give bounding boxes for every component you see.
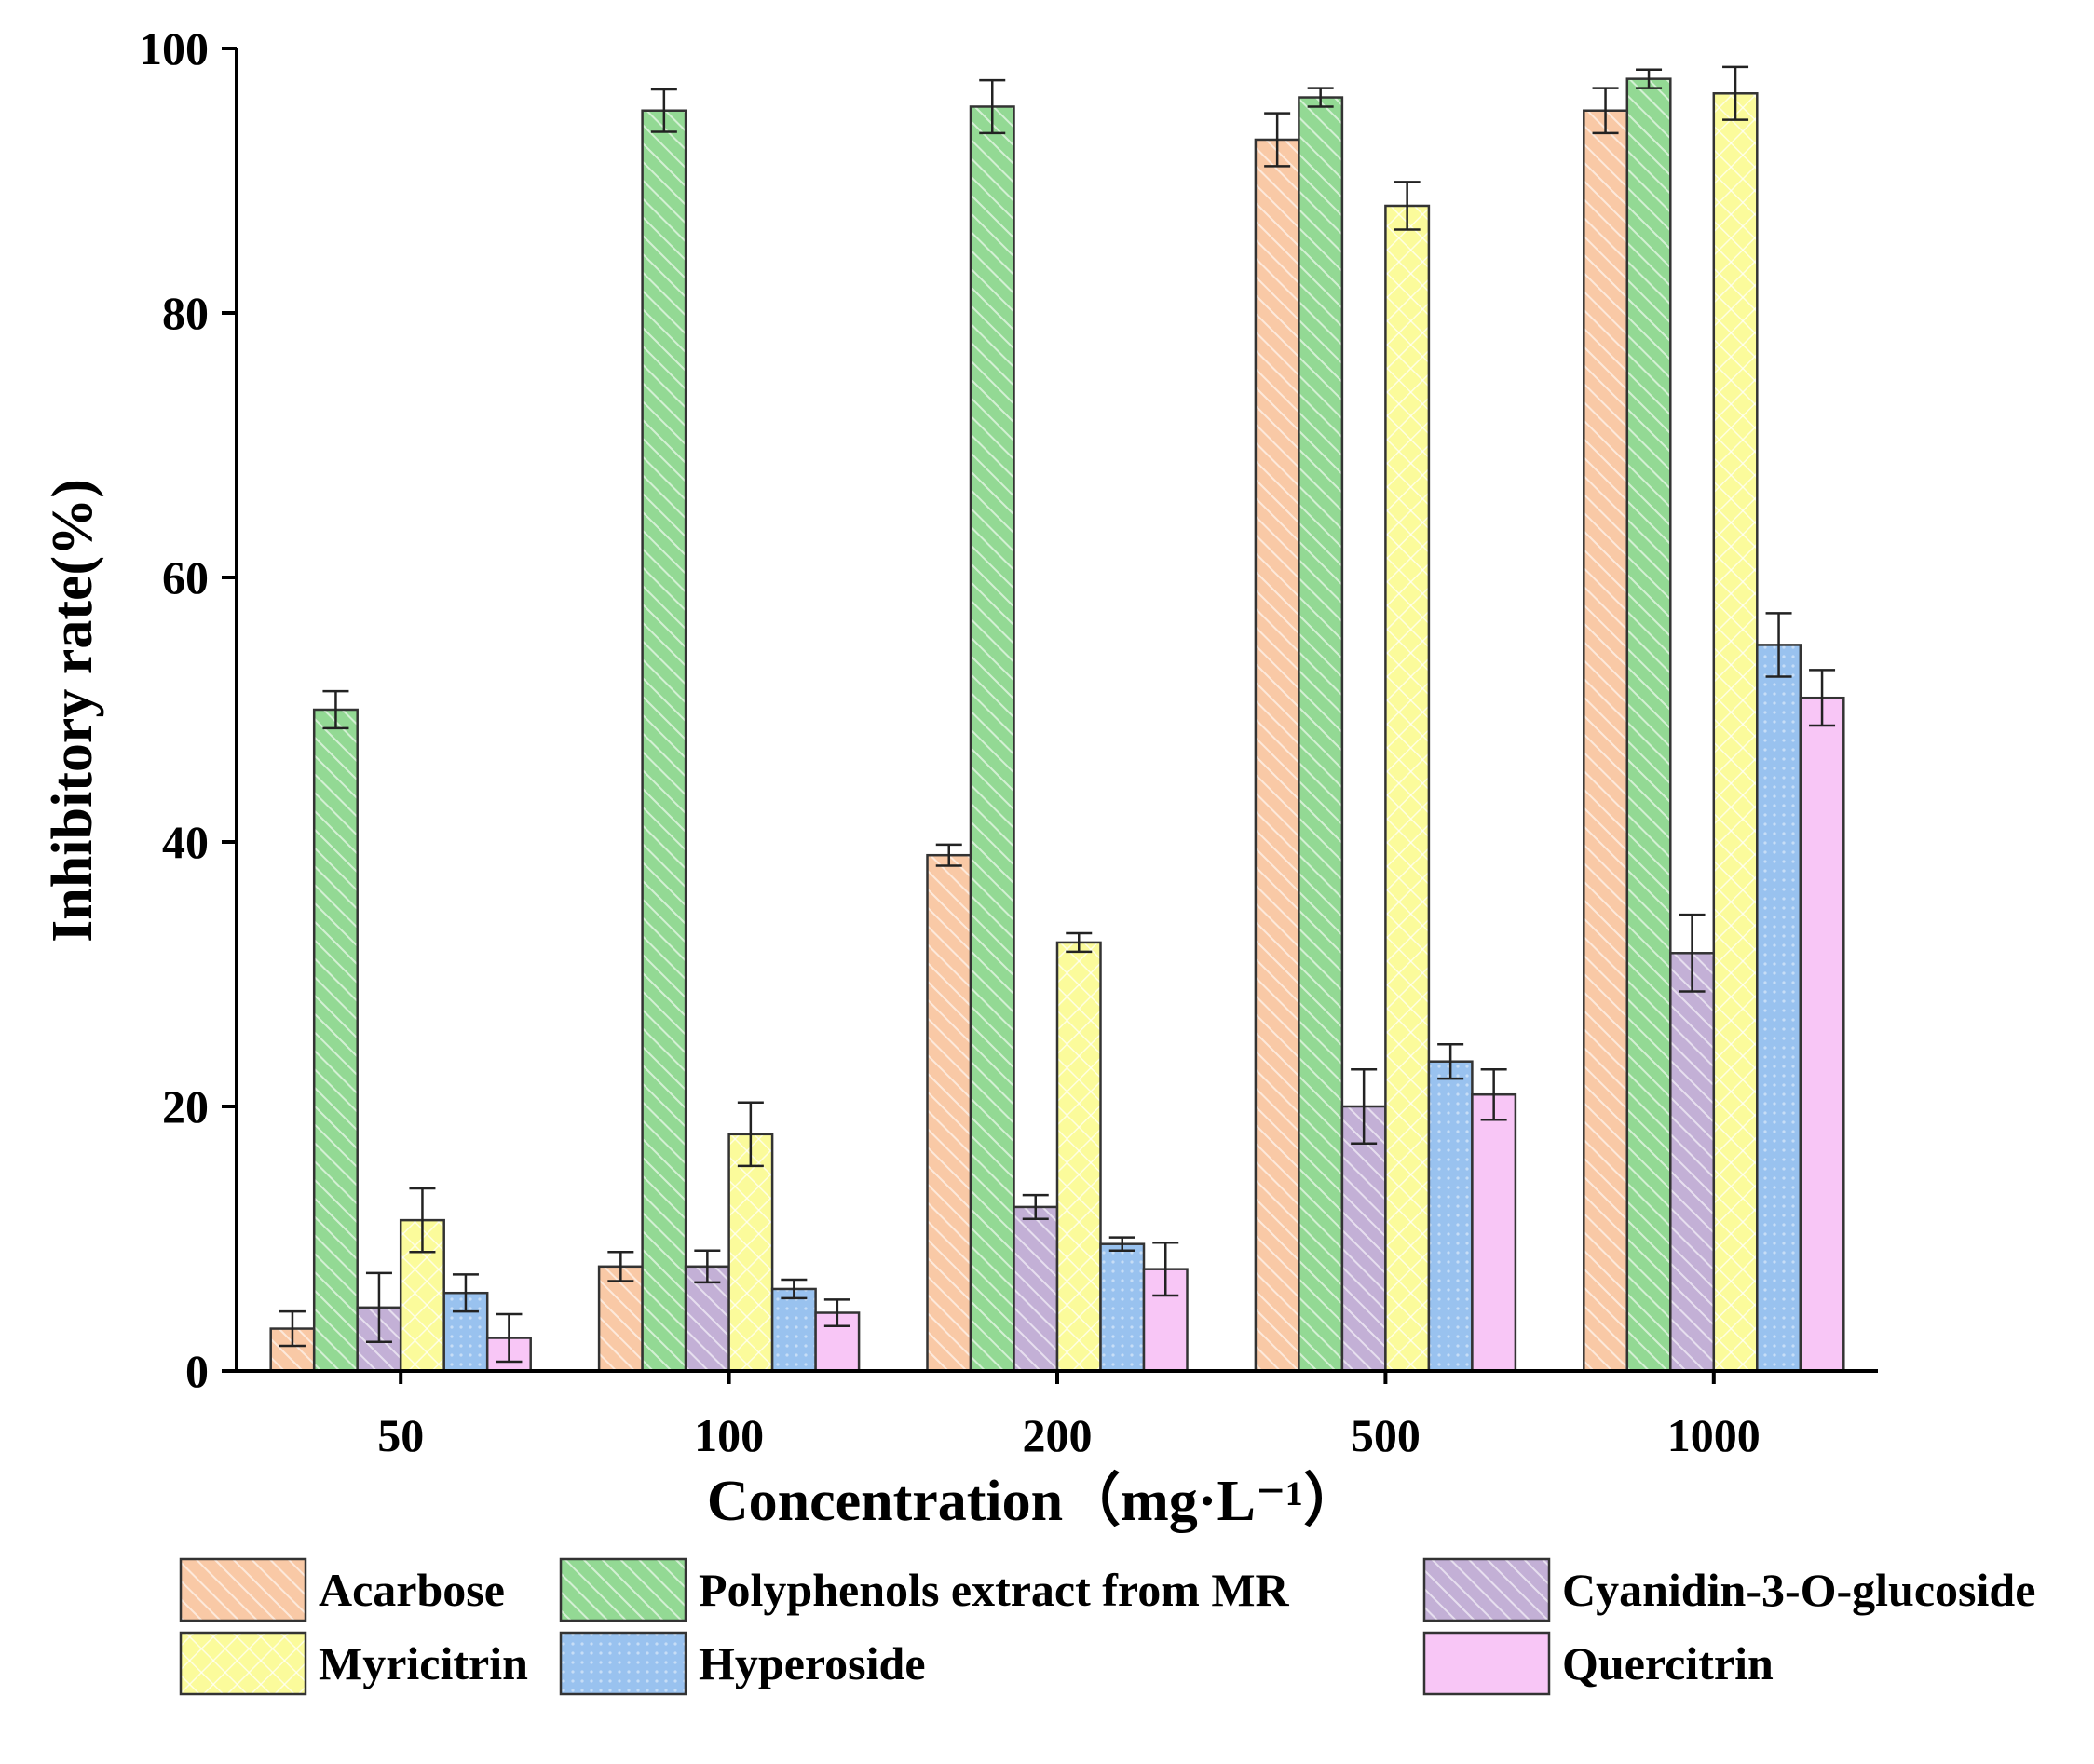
- y-tick-label: 20: [162, 1080, 209, 1133]
- bar-polyphenols-extract-from-mr-200: [969, 78, 1015, 1373]
- legend-swatch-pattern: [1424, 1559, 1549, 1621]
- bar-hyperoside-50: [442, 1273, 489, 1373]
- bar-cyanidin-3-o-glucoside-100: [684, 1249, 730, 1373]
- bar-pattern: [1713, 93, 1758, 1371]
- bar-pattern: [1341, 1106, 1386, 1371]
- bar-pattern: [1385, 205, 1429, 1372]
- bar-pattern: [642, 110, 687, 1372]
- bar-hyperoside-1000: [1756, 612, 1802, 1373]
- bar-pattern: [927, 855, 971, 1371]
- bar-pattern: [1013, 1206, 1057, 1371]
- legend-swatch-outline: [179, 1631, 307, 1696]
- legend-label: Acarbose: [319, 1564, 505, 1616]
- legend-swatch-pattern: [181, 1559, 306, 1621]
- y-tick-label: 60: [162, 551, 209, 604]
- x-tick-label: 100: [694, 1409, 764, 1461]
- bar-myricitrin-50: [399, 1187, 445, 1373]
- legend-item-cyanidin-3-o-glucoside: Cyanidin-3-O-glucoside: [1422, 1557, 2035, 1622]
- x-tick-label: 50: [377, 1409, 424, 1461]
- bar-cyanidin-3-o-glucoside-200: [1013, 1193, 1059, 1373]
- x-tick-label: 500: [1351, 1409, 1421, 1461]
- legend-swatch-outline: [1422, 1557, 1551, 1622]
- bar-polyphenols-extract-from-mr-50: [312, 689, 359, 1373]
- bar-pattern: [1626, 78, 1671, 1371]
- bar-acarbose-1000: [1583, 87, 1629, 1373]
- legend-swatch-pattern: [561, 1559, 686, 1621]
- legend-item-myricitrin: Myricitrin: [179, 1631, 528, 1696]
- bar-polyphenols-extract-from-mr-100: [641, 88, 687, 1373]
- bar-pattern: [599, 1266, 643, 1371]
- legend-label: Quercitrin: [1562, 1637, 1774, 1689]
- x-tick-label: 1000: [1667, 1409, 1761, 1461]
- bar-pattern: [1057, 942, 1101, 1371]
- bar-pattern: [1255, 139, 1299, 1372]
- legend: Acarbose Polyphenols extract from MR Cyani…: [179, 1557, 2035, 1696]
- y-tick-label: 100: [139, 22, 209, 75]
- bar-pattern: [728, 1133, 773, 1371]
- bar-acarbose-50: [269, 1309, 316, 1373]
- legend-swatch-outline: [1422, 1631, 1551, 1696]
- y-tick-label: 80: [162, 287, 209, 339]
- legend-item-polyphenols-extract-from-mr: Polyphenols extract from MR: [559, 1557, 1290, 1622]
- legend-swatch-outline: [559, 1631, 687, 1696]
- bar-cyanidin-3-o-glucoside-1000: [1669, 913, 1716, 1373]
- bar-acarbose-100: [597, 1250, 644, 1373]
- bar-acarbose-500: [1254, 112, 1300, 1373]
- legend-swatch-pattern: [181, 1633, 306, 1694]
- bar-quercitrin-100: [814, 1298, 861, 1373]
- bar-pattern: [1299, 97, 1342, 1371]
- bar-hyperoside-500: [1427, 1043, 1474, 1373]
- legend-label: Myricitrin: [319, 1637, 528, 1689]
- bar-hyperoside-200: [1099, 1236, 1146, 1373]
- bar-acarbose-200: [926, 843, 972, 1373]
- legend-label: Hyperoside: [699, 1637, 926, 1689]
- x-axis-title: Concentration（mg·L⁻¹）: [707, 1468, 1361, 1533]
- ticks: 0 20 40 60 80 100 50 100 200 500 1000: [139, 22, 1761, 1461]
- bar-quercitrin-1000: [1799, 669, 1845, 1373]
- x-tick-label: 200: [1023, 1409, 1093, 1461]
- bar-cyanidin-3-o-glucoside-50: [356, 1271, 402, 1373]
- legend-swatch-outline: [179, 1557, 307, 1622]
- legend-item-quercitrin: Quercitrin: [1422, 1631, 1774, 1696]
- bar-cyanidin-3-o-glucoside-500: [1340, 1067, 1387, 1373]
- bar-pattern: [1584, 110, 1627, 1372]
- legend-swatch: [1424, 1633, 1549, 1694]
- bar-pattern: [1100, 1243, 1144, 1371]
- legend-label: Polyphenols extract from MR: [699, 1564, 1290, 1616]
- bar-pattern: [1757, 645, 1801, 1371]
- y-tick-label: 40: [162, 816, 209, 868]
- bar-quercitrin-200: [1142, 1242, 1189, 1373]
- bar-quercitrin-500: [1471, 1067, 1517, 1373]
- bar-polyphenols-extract-from-mr-500: [1298, 87, 1344, 1373]
- bar-fill: [1472, 1094, 1516, 1371]
- bar-pattern: [1428, 1061, 1473, 1371]
- legend-label: Cyanidin-3-O-glucoside: [1562, 1564, 2035, 1616]
- y-axis-title: Inhibitory rate(%): [41, 479, 104, 943]
- bar-pattern: [971, 106, 1014, 1372]
- bar-quercitrin-50: [485, 1312, 532, 1373]
- bars-layer: [269, 65, 1845, 1373]
- legend-item-hyperoside: Hyperoside: [559, 1631, 926, 1696]
- bar-polyphenols-extract-from-mr-1000: [1625, 68, 1672, 1373]
- bar-pattern: [1670, 953, 1714, 1371]
- bar-pattern: [686, 1266, 729, 1371]
- bar-hyperoside-100: [770, 1278, 817, 1373]
- legend-swatch-pattern: [561, 1633, 686, 1694]
- bar-myricitrin-100: [727, 1101, 774, 1373]
- bar-pattern: [772, 1288, 816, 1371]
- y-tick-label: 0: [185, 1345, 209, 1397]
- legend-swatch-outline: [559, 1557, 687, 1622]
- bar-myricitrin-200: [1055, 931, 1102, 1373]
- bar-myricitrin-1000: [1712, 65, 1759, 1373]
- legend-item-acarbose: Acarbose: [179, 1557, 505, 1622]
- bar-myricitrin-500: [1384, 181, 1431, 1373]
- bar-pattern: [314, 710, 358, 1371]
- bar-fill: [1800, 698, 1844, 1371]
